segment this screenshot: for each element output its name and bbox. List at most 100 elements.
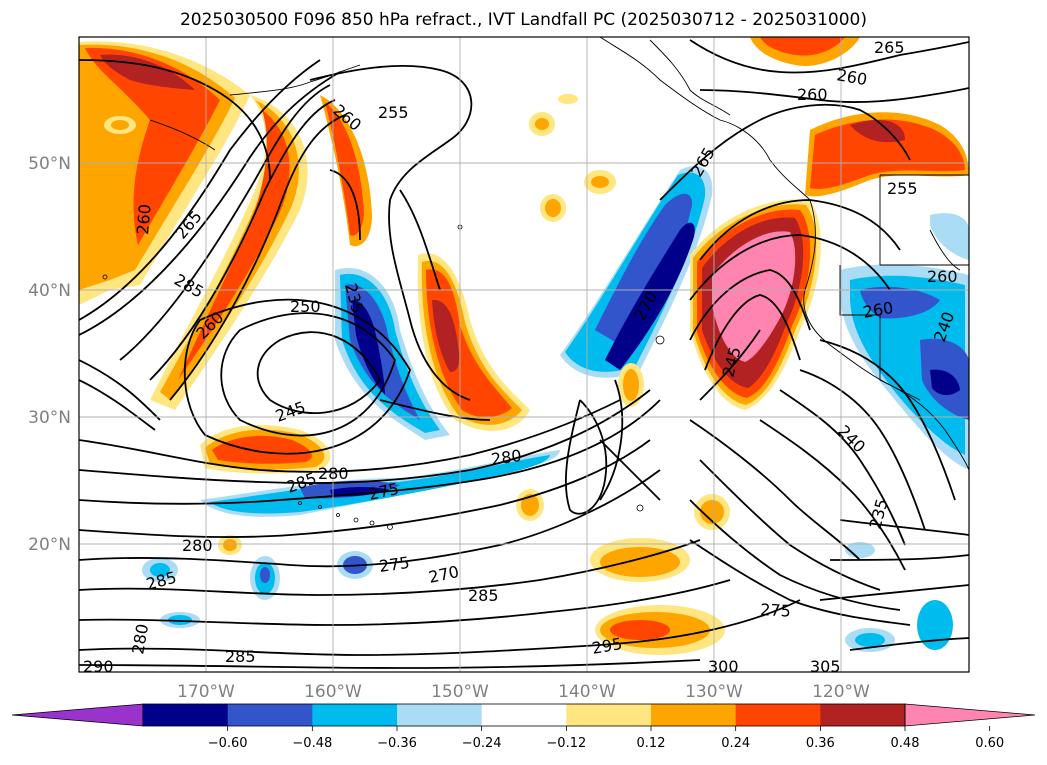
map-border — [78, 36, 970, 673]
colorbar-segment — [481, 704, 567, 726]
contour-line — [79, 599, 801, 656]
lon-label-140w: 140°W — [558, 682, 616, 702]
contour-line — [79, 399, 661, 505]
coastline — [599, 37, 811, 201]
contour-label: 260 — [133, 203, 155, 235]
contour-label: 275 — [378, 553, 411, 576]
contour-line — [599, 439, 661, 501]
positive-anomaly-region — [325, 102, 364, 236]
contour-label: 305 — [810, 657, 841, 676]
contour-line — [79, 399, 621, 473]
contour-line — [79, 659, 701, 669]
contour-line — [79, 379, 156, 431]
lon-label-130w: 130°W — [685, 682, 743, 702]
colorbar-tick-label: 0.12 — [637, 736, 666, 751]
lat-label-30n: 30°N — [28, 408, 71, 428]
positive-anomaly-region — [610, 620, 670, 640]
colorbar-tick-label: 0.24 — [721, 736, 750, 751]
colorbar-tick-label: 0.60 — [975, 736, 1004, 751]
colorbar-tick-label: 0.36 — [806, 736, 835, 751]
contour-line — [329, 169, 361, 241]
positive-anomaly-region — [212, 435, 312, 464]
map-title: 2025030500 F096 850 hPa refract., IVT La… — [179, 10, 867, 30]
contour-line — [829, 554, 969, 561]
positive-anomaly-region — [558, 94, 578, 104]
lon-label-170w: 170°W — [177, 682, 235, 702]
contour-line — [799, 369, 926, 531]
colorbar-tick-label: −0.36 — [377, 736, 417, 751]
positive-anomaly-region — [178, 110, 290, 380]
latitude-labels: 50°N 40°N 30°N 20°N — [28, 154, 71, 555]
negative-anomaly-region — [917, 600, 953, 650]
contour-line — [183, 298, 411, 455]
colorbar-border — [142, 703, 906, 727]
contour-label: 255 — [378, 103, 409, 122]
positive-anomaly-region — [521, 494, 539, 516]
coastline — [803, 199, 969, 471]
contour-line — [79, 359, 161, 421]
negative-anomaly-region — [855, 633, 885, 647]
colorbar-segment — [397, 704, 483, 726]
colorbar-tick-label: −0.60 — [208, 736, 248, 751]
contour-line — [119, 84, 331, 361]
colorbar-segment — [651, 704, 737, 726]
negative-anomaly-region — [260, 567, 270, 583]
contour-line — [849, 637, 969, 651]
contour-line — [79, 71, 341, 336]
contour-line — [379, 399, 491, 421]
negative-anomaly-region — [352, 300, 385, 395]
lon-label-160w: 160°W — [304, 682, 362, 702]
colorbar-extend-low — [11, 703, 144, 727]
contour-line — [779, 389, 906, 546]
lon-label-120w: 120°W — [812, 682, 870, 702]
colorbar-extend-high — [904, 703, 1036, 727]
lat-label-50n: 50°N — [28, 154, 71, 174]
contour-line — [689, 419, 861, 561]
longitude-labels: 170°W 160°W 150°W 140°W 130°W 120°W — [177, 682, 870, 702]
contour-line — [149, 99, 336, 381]
contour-line — [699, 459, 881, 591]
negative-anomaly-region — [168, 615, 192, 625]
colorbar-segment — [143, 704, 229, 726]
colorbar-segment — [312, 704, 398, 726]
positive-anomaly-region — [535, 118, 549, 130]
contour-label: 285 — [468, 586, 499, 605]
contour-label: 250 — [290, 297, 321, 316]
positive-anomaly-region — [623, 369, 639, 401]
lon-label-150w: 150°W — [431, 682, 489, 702]
contour-line — [699, 329, 761, 401]
contour-line — [79, 389, 651, 484]
coastline — [929, 229, 961, 271]
colorbar-segment — [227, 704, 313, 726]
contour-label: 265 — [874, 38, 905, 57]
lat-label-40n: 40°N — [28, 281, 71, 301]
contour-line — [689, 234, 891, 301]
contour-line — [256, 331, 382, 415]
colorbar-segment — [820, 704, 906, 726]
contour-line — [699, 87, 969, 103]
positive-anomaly-region — [760, 37, 845, 56]
positive-anomaly-region — [591, 176, 609, 188]
contour-label: 260 — [797, 85, 828, 104]
coastline — [879, 175, 969, 266]
contour-line — [689, 499, 901, 611]
contour-line — [79, 439, 651, 538]
positive-anomaly-region — [700, 500, 724, 524]
negative-anomaly-region — [150, 563, 170, 577]
shaded-anomalies — [79, 37, 969, 655]
contour-label: 275 — [760, 600, 791, 621]
colorbar-tick-label: 0.48 — [891, 736, 920, 751]
contour-line — [819, 584, 969, 601]
positive-anomaly-region — [111, 120, 129, 130]
contour-line — [79, 59, 321, 321]
coastline — [149, 119, 216, 151]
contour-line — [169, 114, 346, 401]
contour-label: 290 — [83, 657, 114, 676]
contour-line — [689, 269, 811, 341]
contour-line — [399, 189, 441, 291]
contour-line — [819, 339, 956, 501]
colorbar: −0.60 −0.48 −0.36 −0.24 −0.12 0.12 0.24 0.36 0.4… — [11, 703, 1036, 751]
positive-anomaly-region — [432, 299, 460, 372]
contour-line — [79, 579, 731, 626]
